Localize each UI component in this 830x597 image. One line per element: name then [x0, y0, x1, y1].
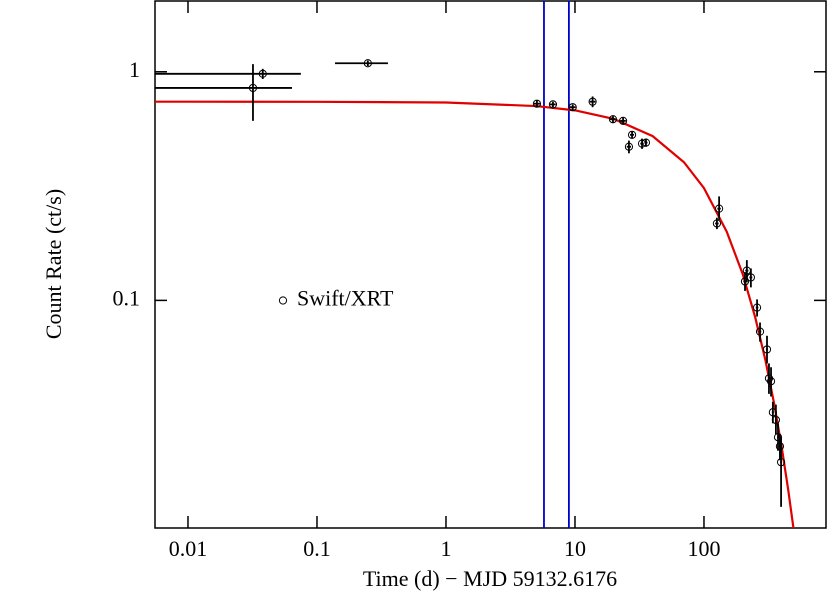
y-tick-label: 1 [129, 57, 140, 82]
data-point [755, 327, 765, 336]
x-tick-label: 10 [564, 536, 586, 561]
data-point [608, 115, 618, 124]
data-point [762, 345, 772, 354]
data-point [258, 69, 267, 78]
data-point [641, 138, 651, 147]
data-point [568, 103, 577, 112]
data-point [248, 83, 258, 93]
plot-frame [154, 0, 827, 529]
data-point [532, 99, 542, 108]
plot-area [155, 1, 795, 528]
data-point [627, 130, 637, 139]
data-point [624, 142, 634, 151]
data-point [766, 377, 776, 386]
legend-marker [278, 296, 288, 305]
data-point [363, 59, 372, 68]
data-point [746, 273, 755, 282]
data-point [771, 415, 780, 425]
x-tick-label: 0.01 [169, 536, 208, 561]
data-point [740, 277, 750, 286]
x-axis-title: Time (d) − MJD 59132.6176 [363, 566, 617, 591]
data-point [776, 458, 786, 467]
legend-label: Swift/XRT [297, 286, 394, 311]
data-point [773, 433, 783, 442]
y-tick-label: 0.1 [113, 285, 141, 310]
x-tick-label: 0.1 [303, 536, 331, 561]
model-curve [155, 100, 795, 528]
data-point [775, 442, 785, 451]
data-point [752, 303, 762, 312]
data-point [588, 97, 597, 106]
data-point [712, 219, 722, 228]
data-point [715, 204, 724, 213]
data-point [618, 116, 628, 125]
y-axis-title: Count Rate (ct/s) [41, 189, 66, 339]
data-point [548, 100, 558, 109]
x-tick-label: 1 [440, 536, 451, 561]
x-tick-label: 100 [687, 536, 720, 561]
